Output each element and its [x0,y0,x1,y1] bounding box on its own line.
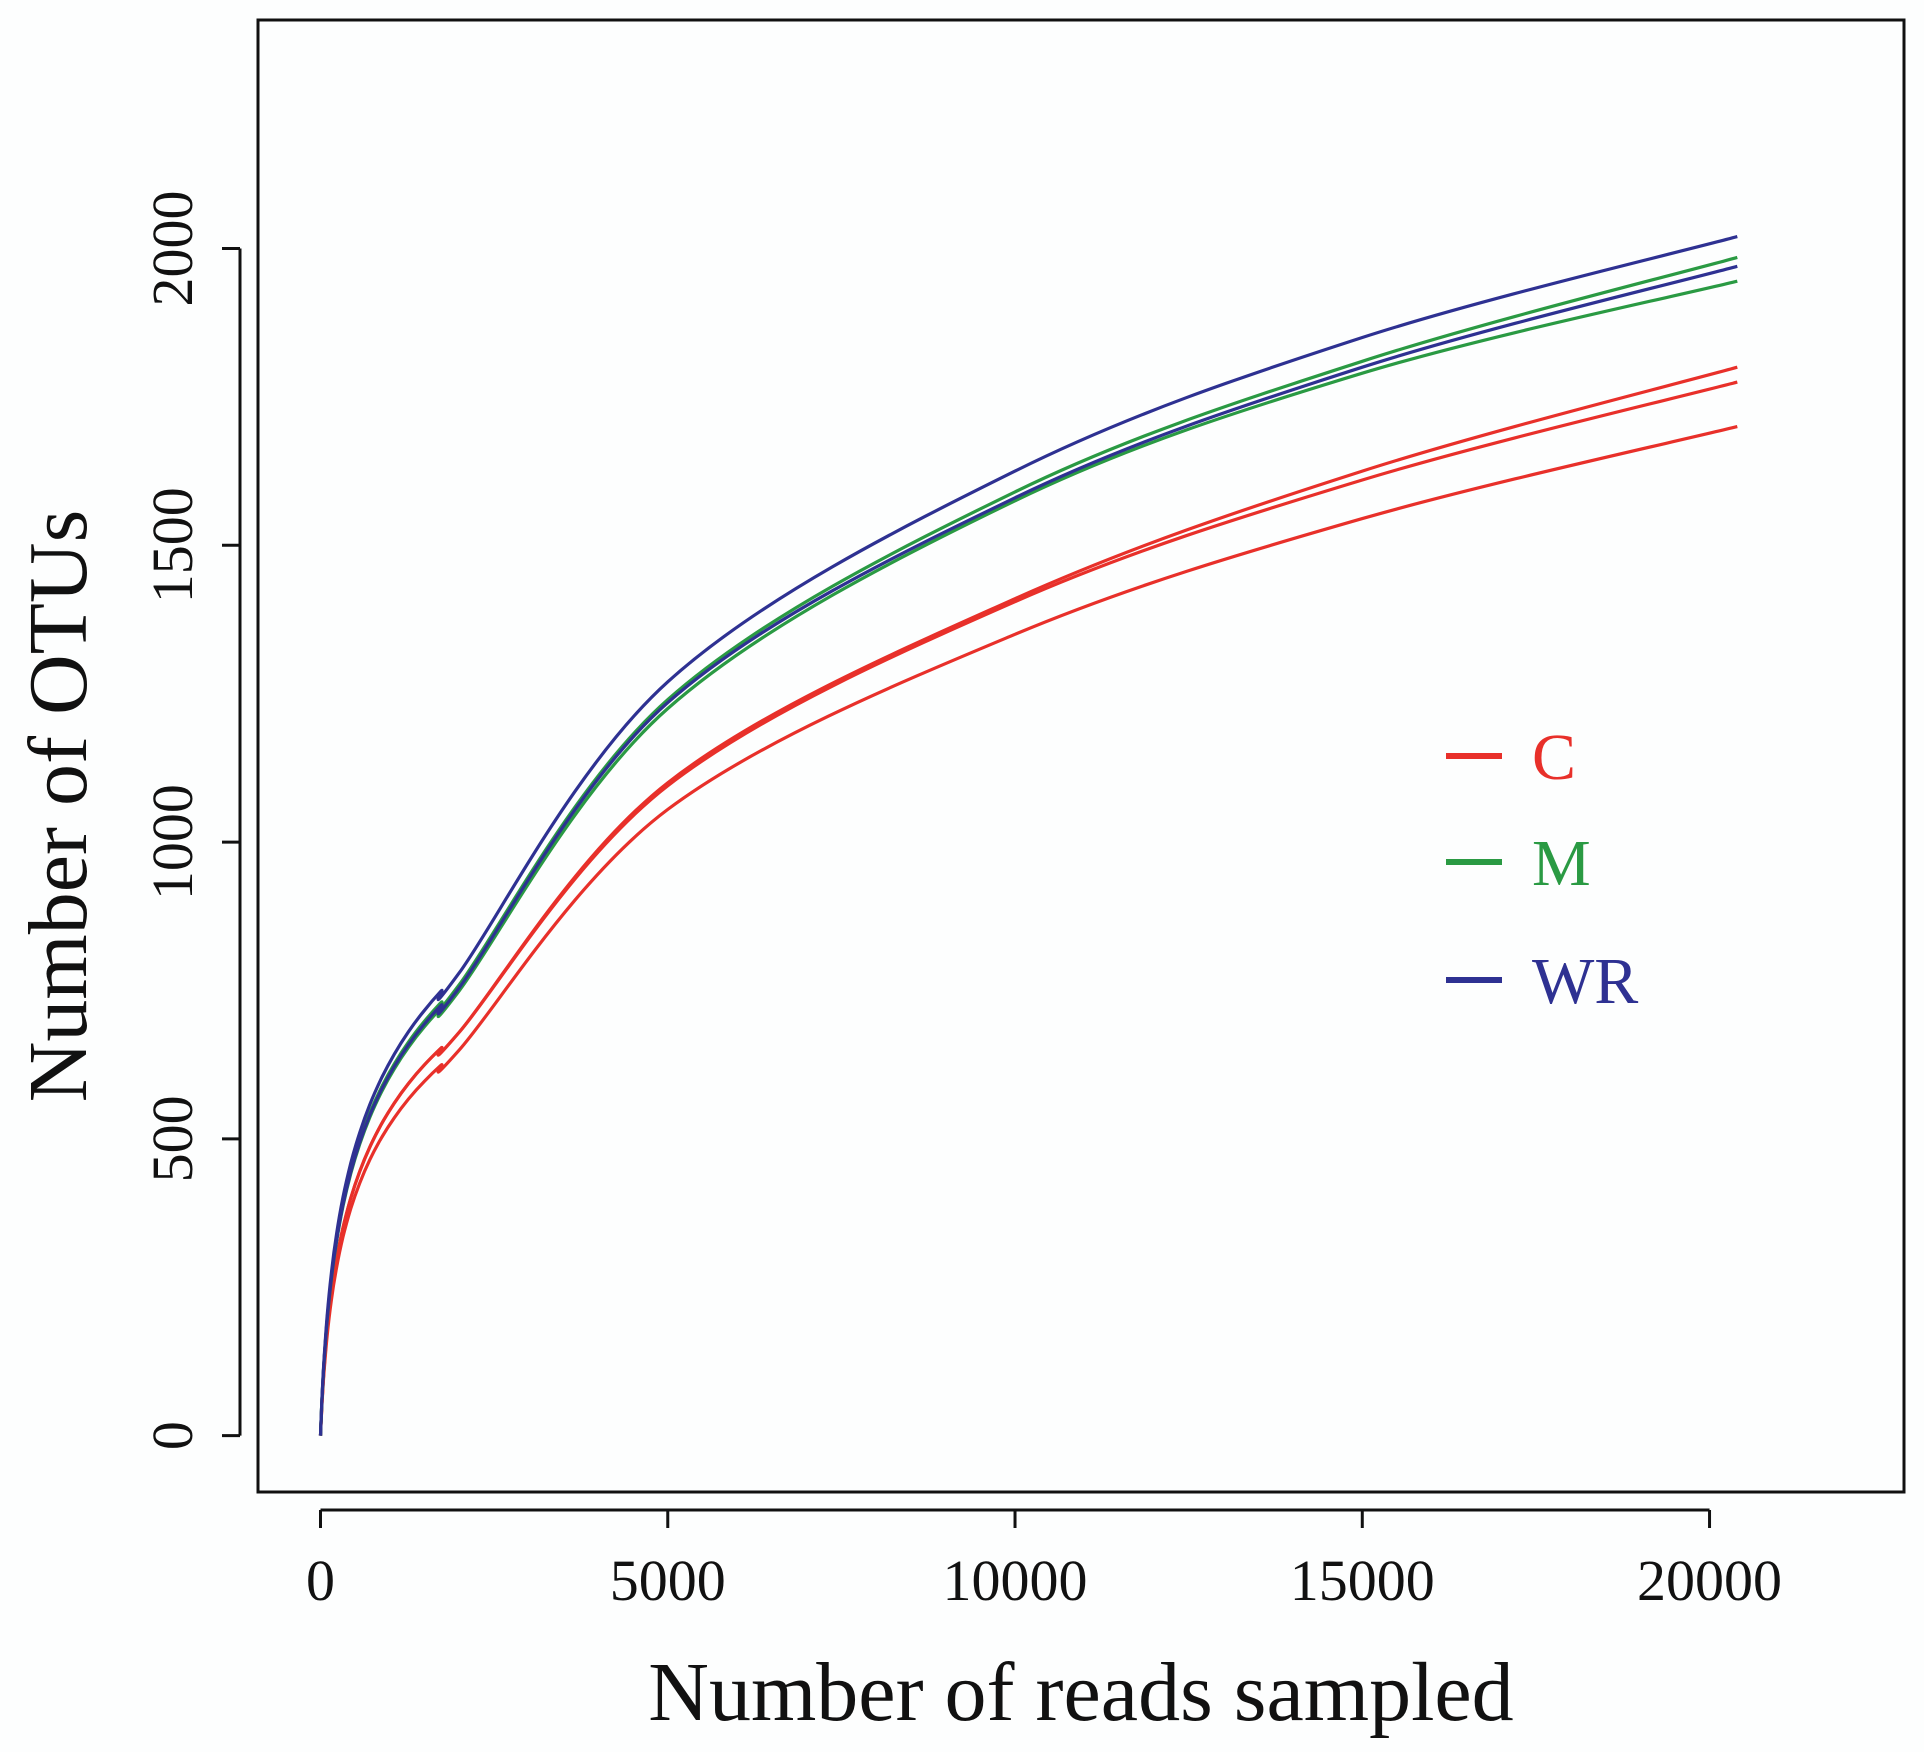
x-tick-label: 20000 [1637,1548,1782,1613]
y-tick-label: 500 [140,1095,205,1182]
y-axis: 0 500 1000 1500 2000 [140,191,242,1450]
y-axis-title: Number of OTUs [12,510,105,1103]
x-tick-label: 0 [306,1548,335,1613]
x-tick-label: 15000 [1290,1548,1435,1613]
legend-label-m: M [1532,827,1591,900]
x-axis: 0 5000 10000 15000 20000 [306,1508,1782,1613]
y-tick-label: 1500 [140,487,205,603]
x-axis-title: Number of reads sampled [648,1646,1513,1739]
plot-frame [256,18,1906,1494]
x-tick-label: 5000 [610,1548,726,1613]
y-tick-label: 0 [140,1421,205,1450]
series-line-wr-7 [318,264,1738,1436]
legend-label-wr: WR [1532,945,1638,1018]
curves [318,235,1738,1436]
legend-label-c: C [1532,721,1576,794]
x-tick-label: 10000 [943,1548,1088,1613]
y-tick-label: 2000 [140,191,205,307]
y-tick-label: 1000 [140,784,205,900]
legend: CM WR [1446,721,1638,1018]
